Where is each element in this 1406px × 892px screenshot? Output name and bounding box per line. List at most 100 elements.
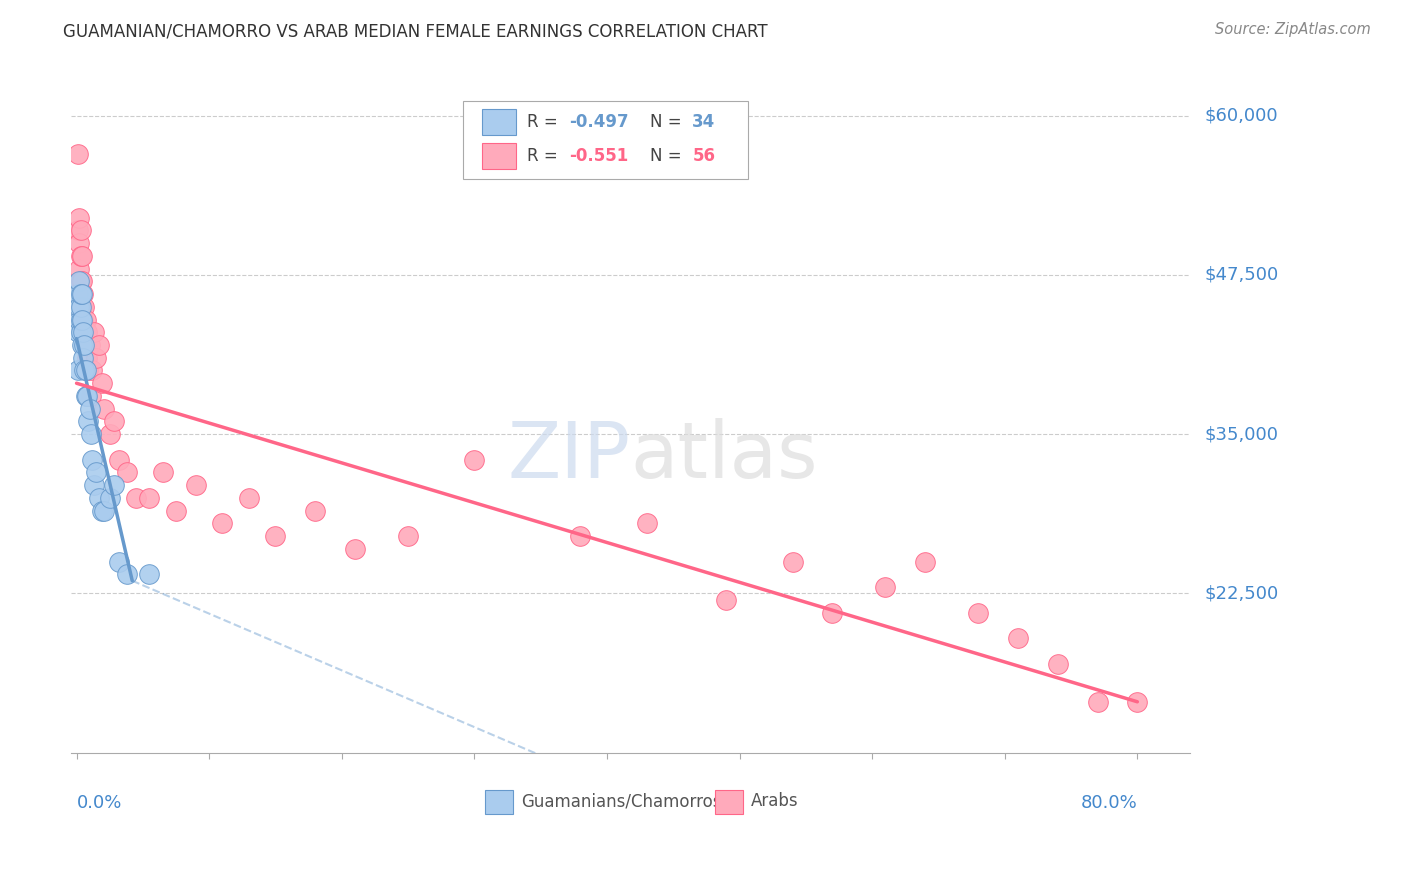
Text: N =: N = bbox=[650, 147, 686, 165]
Text: GUAMANIAN/CHAMORRO VS ARAB MEDIAN FEMALE EARNINGS CORRELATION CHART: GUAMANIAN/CHAMORRO VS ARAB MEDIAN FEMALE… bbox=[63, 22, 768, 40]
Point bbox=[152, 466, 174, 480]
Point bbox=[76, 326, 98, 340]
Point bbox=[77, 414, 100, 428]
Point bbox=[125, 491, 148, 505]
Point bbox=[1087, 695, 1109, 709]
Point bbox=[90, 376, 112, 391]
Point bbox=[138, 567, 160, 582]
Point bbox=[98, 491, 121, 505]
Point bbox=[66, 223, 89, 237]
Point bbox=[75, 389, 97, 403]
Bar bbox=[714, 790, 742, 814]
Point bbox=[73, 363, 96, 377]
Point bbox=[66, 363, 89, 377]
Point bbox=[76, 389, 98, 403]
Text: Guamanians/Chamorros: Guamanians/Chamorros bbox=[522, 792, 721, 810]
Point bbox=[93, 401, 115, 416]
Point bbox=[80, 427, 103, 442]
Point bbox=[72, 312, 94, 326]
Point bbox=[115, 466, 138, 480]
Point bbox=[69, 223, 91, 237]
Point bbox=[83, 478, 105, 492]
Point bbox=[90, 503, 112, 517]
Point bbox=[67, 274, 90, 288]
Point bbox=[87, 491, 110, 505]
Point bbox=[66, 147, 89, 161]
Point bbox=[69, 274, 91, 288]
Point bbox=[75, 363, 97, 377]
Point bbox=[66, 326, 89, 340]
Point bbox=[69, 326, 91, 340]
Point bbox=[93, 503, 115, 517]
Point bbox=[70, 338, 93, 352]
Point bbox=[87, 338, 110, 352]
Point bbox=[69, 249, 91, 263]
Point bbox=[875, 580, 897, 594]
Point bbox=[138, 491, 160, 505]
Point bbox=[1046, 657, 1069, 671]
Point bbox=[82, 452, 104, 467]
Point bbox=[72, 326, 94, 340]
Point bbox=[69, 287, 91, 301]
Point bbox=[1126, 695, 1149, 709]
FancyBboxPatch shape bbox=[463, 101, 748, 178]
Point bbox=[72, 351, 94, 365]
Point bbox=[108, 555, 131, 569]
Point bbox=[70, 300, 93, 314]
Text: atlas: atlas bbox=[631, 417, 818, 493]
Bar bbox=[485, 790, 513, 814]
Point bbox=[98, 427, 121, 442]
Text: $47,500: $47,500 bbox=[1205, 266, 1278, 284]
Point bbox=[66, 287, 89, 301]
Point bbox=[77, 363, 100, 377]
Point bbox=[69, 312, 91, 326]
Point bbox=[636, 516, 658, 531]
Point bbox=[70, 312, 93, 326]
Bar bbox=[482, 143, 516, 169]
Point bbox=[238, 491, 260, 505]
Point bbox=[165, 503, 187, 517]
Point bbox=[967, 606, 990, 620]
Point bbox=[82, 363, 104, 377]
Point bbox=[67, 236, 90, 251]
Point bbox=[264, 529, 287, 543]
Text: -0.497: -0.497 bbox=[569, 113, 628, 131]
Point bbox=[86, 466, 108, 480]
Point bbox=[80, 389, 103, 403]
Point bbox=[914, 555, 936, 569]
Point bbox=[86, 351, 108, 365]
Point bbox=[108, 452, 131, 467]
Text: -0.551: -0.551 bbox=[569, 147, 628, 165]
Point bbox=[67, 312, 90, 326]
Point bbox=[821, 606, 844, 620]
Point bbox=[304, 503, 326, 517]
Point bbox=[67, 211, 90, 225]
Text: $22,500: $22,500 bbox=[1205, 584, 1278, 602]
Point bbox=[83, 326, 105, 340]
Text: 80.0%: 80.0% bbox=[1081, 795, 1137, 813]
Text: $35,000: $35,000 bbox=[1205, 425, 1278, 443]
Point bbox=[70, 287, 93, 301]
Text: $60,000: $60,000 bbox=[1205, 107, 1278, 125]
Point bbox=[79, 401, 101, 416]
Point bbox=[67, 261, 90, 276]
Point bbox=[115, 567, 138, 582]
Text: R =: R = bbox=[527, 147, 562, 165]
Point bbox=[75, 312, 97, 326]
Point bbox=[67, 300, 90, 314]
Point bbox=[103, 478, 125, 492]
Text: R =: R = bbox=[527, 113, 562, 131]
Point bbox=[103, 414, 125, 428]
Point bbox=[782, 555, 804, 569]
Point bbox=[69, 300, 91, 314]
Point bbox=[75, 338, 97, 352]
Point bbox=[1007, 631, 1029, 645]
Text: Source: ZipAtlas.com: Source: ZipAtlas.com bbox=[1215, 22, 1371, 37]
Text: ZIP: ZIP bbox=[508, 417, 631, 493]
Point bbox=[343, 541, 366, 556]
Text: 34: 34 bbox=[692, 113, 716, 131]
Point bbox=[73, 326, 96, 340]
Point bbox=[184, 478, 207, 492]
Point bbox=[211, 516, 233, 531]
Point bbox=[716, 592, 738, 607]
